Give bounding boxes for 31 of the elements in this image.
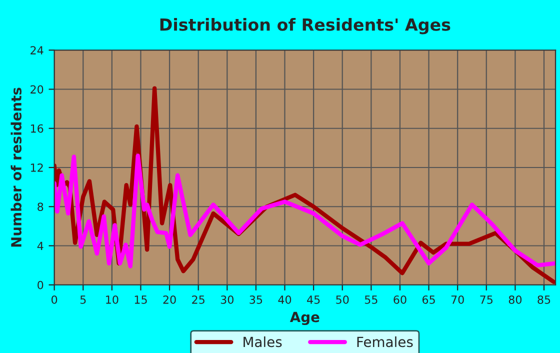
- legend-label: Females: [357, 336, 413, 348]
- x-tick-label: 0: [52, 295, 58, 304]
- x-tick-label: 70: [451, 295, 464, 304]
- y-tick-label: 8: [38, 202, 44, 211]
- x-tick-label: 30: [220, 295, 234, 304]
- x-tick-label: 60: [394, 295, 406, 304]
- y-tick-label: 4: [37, 242, 44, 250]
- chart-title: Distribution of Residents' Ages: [160, 18, 450, 34]
- x-tick-label: 80: [508, 295, 522, 304]
- x-tick-label: 50: [336, 295, 349, 304]
- x-tick-label: 5: [80, 296, 86, 304]
- x-tick-label: 55: [364, 296, 378, 304]
- x-axis-title: Age: [290, 312, 320, 326]
- x-tick-label: 85: [538, 295, 550, 304]
- x-tick-label: 40: [278, 295, 292, 304]
- x-tick-label: 10: [106, 295, 118, 304]
- y-tick-label: 24: [30, 46, 44, 54]
- x-tick-label: 35: [250, 295, 262, 304]
- y-tick-label: 20: [30, 85, 44, 94]
- x-tick-label: 65: [422, 295, 435, 304]
- y-axis-title: Number of residents: [10, 88, 22, 247]
- y-tick-label: 12: [30, 163, 43, 172]
- x-tick-label: 45: [307, 296, 320, 304]
- legend-label: Males: [244, 336, 282, 348]
- x-tick-label: 20: [163, 295, 176, 304]
- line-series: [54, 154, 556, 268]
- y-tick-label: 0: [38, 280, 44, 290]
- x-tick-label: 75: [480, 296, 492, 304]
- y-tick-label: 16: [30, 124, 44, 133]
- x-tick-label: 15: [134, 296, 147, 304]
- x-tick-label: 25: [192, 295, 204, 304]
